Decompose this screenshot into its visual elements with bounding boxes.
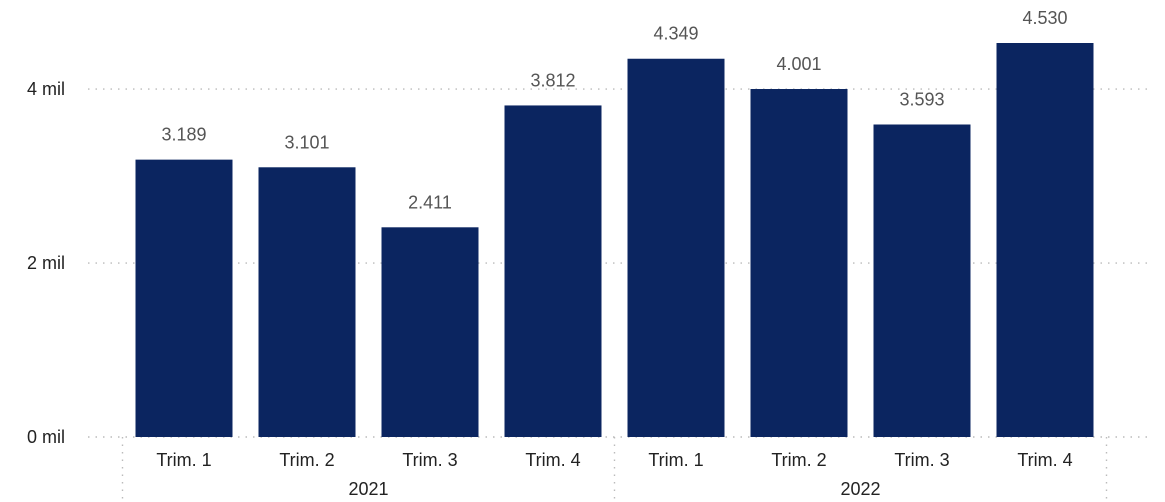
- bar: [873, 124, 971, 437]
- x-tick-label: Trim. 1: [648, 450, 703, 470]
- data-labels: 3.189 3.101 2.411 3.812 4.349 4.001 3.593 4.530: [161, 8, 1067, 212]
- group-label: 2021: [348, 479, 388, 499]
- x-tick-label: Trim. 2: [279, 450, 334, 470]
- bar: [381, 227, 479, 437]
- bar: [135, 159, 233, 437]
- data-label: 4.530: [1022, 8, 1067, 28]
- bar: [258, 167, 356, 437]
- x-tick-label: Trim. 2: [771, 450, 826, 470]
- data-label: 4.001: [776, 54, 821, 74]
- y-tick-label: 0 mil: [27, 427, 65, 447]
- x-tick-label: Trim. 4: [525, 450, 580, 470]
- x-axis: Trim. 1 Trim. 2 Trim. 3 Trim. 4 2021 Trim. 1 T…: [121, 437, 1108, 500]
- x-tick-label: Trim. 1: [156, 450, 211, 470]
- data-label: 3.812: [530, 70, 575, 90]
- x-tick-label: Trim. 4: [1017, 450, 1072, 470]
- data-label: 3.101: [284, 132, 329, 152]
- data-label: 2.411: [408, 192, 452, 212]
- gridlines: [88, 88, 1148, 438]
- x-tick-label: Trim. 3: [894, 450, 949, 470]
- bars: [135, 43, 1094, 438]
- y-tick-label: 4 mil: [27, 79, 65, 99]
- y-axis: 0 mil 2 mil 4 mil: [27, 79, 65, 447]
- y-tick-label: 2 mil: [27, 253, 65, 273]
- bar: [750, 89, 848, 437]
- data-label: 3.593: [899, 89, 944, 109]
- data-label: 4.349: [653, 24, 698, 44]
- bar: [504, 105, 602, 438]
- group-label: 2022: [840, 479, 880, 499]
- x-tick-label: Trim. 3: [402, 450, 457, 470]
- bar: [996, 43, 1094, 437]
- data-label: 3.189: [161, 125, 206, 145]
- bar: [627, 58, 725, 437]
